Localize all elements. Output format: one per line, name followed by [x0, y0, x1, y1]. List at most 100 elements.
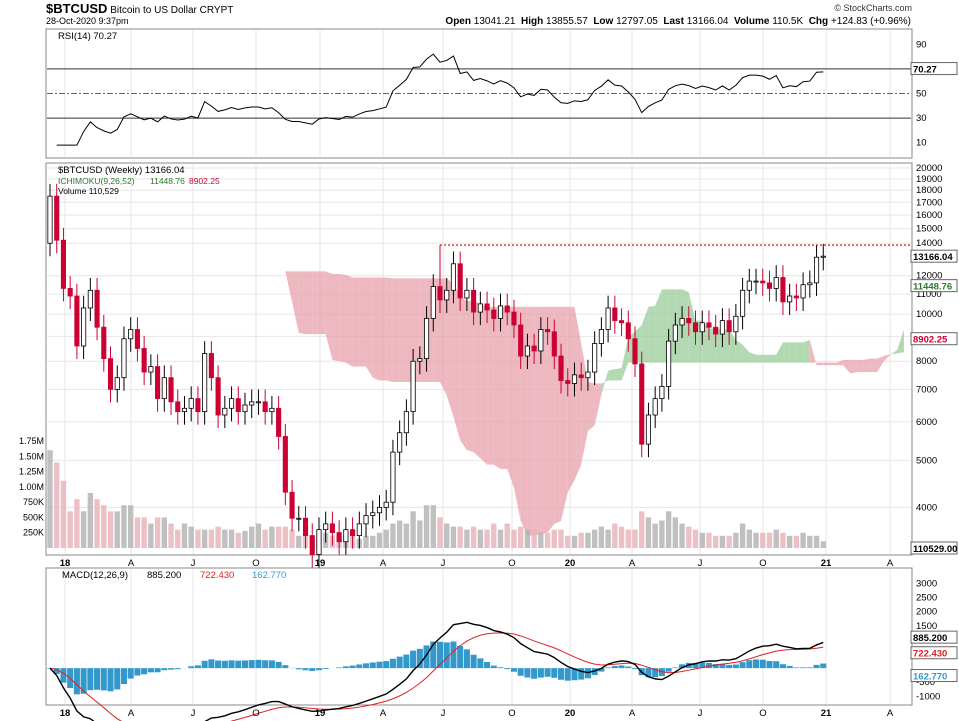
cloud-green-segment — [776, 342, 783, 363]
macd-histogram-bar — [376, 661, 383, 669]
macd-histogram-bar — [100, 668, 107, 691]
volume-bar — [67, 511, 73, 548]
x-tick-label: 18 — [60, 708, 71, 719]
macd-histogram-bar — [739, 662, 746, 669]
volume-bar — [672, 517, 679, 548]
cloud-red-segment — [877, 356, 884, 373]
macd-histogram-bar — [779, 664, 786, 669]
cloud-red-segment — [809, 339, 817, 366]
volume-bar — [269, 526, 275, 548]
macd-histogram-bar — [383, 661, 390, 669]
last-price-tag: 13166.04 — [913, 252, 953, 263]
candle-down — [175, 401, 181, 413]
volume-bar — [497, 529, 504, 548]
volume-bar — [87, 493, 94, 548]
candle-down — [484, 303, 490, 311]
macd-histogram-bar — [80, 668, 87, 694]
volume-bar — [612, 523, 618, 548]
cloud-red-segment — [318, 271, 326, 335]
candle-up — [296, 517, 302, 520]
cloud-red-segment — [500, 306, 508, 469]
volume-bar — [94, 499, 100, 548]
macd-histogram-bar — [477, 658, 484, 669]
brand-logo[interactable]: © StockCharts.com — [834, 3, 912, 13]
rsi-label: RSI(14) 70.27 — [58, 31, 117, 42]
cloud-a-tag-box — [910, 279, 958, 293]
macd-histogram-bar — [53, 668, 60, 675]
macd-histogram-bar — [672, 667, 679, 669]
volume-bar — [470, 526, 477, 548]
candle-down — [491, 309, 497, 319]
candle-down — [155, 366, 161, 400]
macd-histogram-bar — [705, 662, 712, 669]
macd-histogram-bar — [302, 668, 309, 671]
macd-histogram-bar — [154, 668, 161, 673]
candle-up — [497, 305, 504, 319]
y-tick-label: 11000 — [916, 289, 942, 300]
cloud-green-segment — [729, 329, 736, 363]
cloud-b-tag-box — [910, 332, 958, 346]
macd-histogram-bar — [457, 645, 464, 669]
candle-up — [390, 451, 396, 503]
y-tick-label: 10000 — [916, 309, 942, 320]
volume-bar — [289, 529, 295, 548]
macd-histogram-bar — [450, 641, 457, 669]
candle-up — [269, 407, 275, 413]
y-tick-label: 5000 — [916, 455, 937, 466]
x-tick-label: O — [759, 558, 766, 569]
candle-down — [336, 532, 342, 543]
macd-histogram-bar — [221, 660, 228, 669]
macd-signal-line — [49, 632, 824, 721]
last-price-tag-box — [910, 249, 958, 263]
volume-bar — [121, 505, 127, 548]
candle-up — [699, 322, 705, 333]
macd-histogram-bar — [309, 668, 316, 671]
volume-bar — [692, 529, 699, 548]
macd-histogram-bar — [564, 668, 571, 681]
volume-bar — [450, 526, 457, 548]
signal-value-tag: 722.430 — [913, 649, 947, 660]
volume-bar — [195, 529, 201, 548]
candle-down — [619, 320, 625, 324]
y-tick-label: 8000 — [916, 356, 937, 367]
y-tick-label: 4000 — [916, 502, 937, 513]
candle-down — [726, 320, 732, 333]
macd-histogram-bar — [753, 659, 760, 669]
candle-down — [612, 307, 618, 322]
y-tick-label: 19000 — [916, 174, 942, 185]
macd-histogram-bar — [403, 654, 410, 669]
candle-down — [276, 407, 282, 437]
candle-up — [222, 407, 228, 416]
rsi-tick-label: 10 — [916, 138, 927, 149]
cloud-green-segment — [735, 339, 743, 363]
rsi-tick-label: 50 — [916, 89, 927, 100]
volume-bar — [370, 535, 376, 548]
macd-histogram-bar — [463, 649, 470, 669]
candle-down — [309, 535, 315, 555]
volume-bar — [591, 529, 598, 548]
macd-histogram-bar — [322, 668, 329, 669]
macd-histogram-bar — [248, 660, 255, 669]
cloud-b-tag: 8902.25 — [913, 335, 948, 346]
ohlc-summary: Open 13041.21 High 13855.57 Low 12797.05… — [445, 16, 911, 27]
candle-up — [148, 366, 154, 373]
volume-bar — [175, 529, 181, 548]
cloud-green-segment — [621, 337, 629, 381]
macd-histogram-bar — [423, 645, 430, 669]
volume-bar — [719, 535, 726, 548]
candle-up — [524, 345, 530, 357]
cloud-a-tag: 11448.76 — [913, 282, 952, 293]
macd-histogram-bar — [631, 668, 639, 670]
candle-up — [87, 289, 93, 309]
candle-up — [538, 329, 544, 352]
volume-bar — [188, 526, 194, 548]
last-value: 13166.04 — [686, 16, 729, 27]
candle-up — [659, 386, 665, 400]
volume-bar — [753, 532, 759, 548]
macd-tick-label: 2000 — [916, 607, 937, 618]
candle-up — [753, 280, 759, 283]
candle-down — [54, 195, 60, 241]
candle-down — [60, 239, 66, 289]
candle-up — [450, 263, 456, 291]
